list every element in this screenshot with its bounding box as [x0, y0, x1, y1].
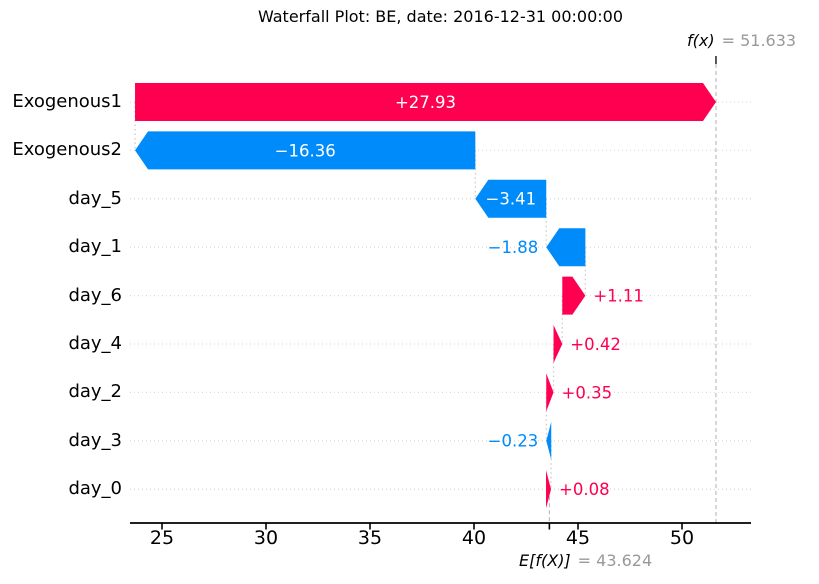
bar-value-label: −1.88 [488, 238, 539, 257]
x-tick-label: 45 [565, 527, 591, 549]
fx-value: = 51.633 [721, 31, 797, 50]
waterfall-bar-Exogenous2 [135, 131, 476, 170]
waterfall-bar-day_1 [546, 228, 586, 267]
x-tick-label: 35 [357, 527, 383, 549]
bar-value-label: −3.41 [486, 190, 537, 209]
fx-annotation: f(x) = 51.633 [687, 31, 796, 50]
x-tick-label: 30 [253, 527, 279, 549]
efx-value: = 43.624 [577, 551, 653, 570]
bar-value-label: +27.93 [395, 93, 456, 112]
waterfall-bar-day_0 [546, 470, 552, 509]
y-label-day_1: day_1 [68, 236, 122, 258]
waterfall-bar-day_4 [553, 325, 563, 363]
x-tick-label: 40 [461, 527, 487, 549]
chart-title: Waterfall Plot: BE, date: 2016-12-31 00:… [257, 7, 624, 26]
y-label-Exogenous1: Exogenous1 [12, 91, 122, 112]
bar-value-label: −0.23 [488, 432, 539, 451]
bar-value-label: +0.42 [570, 335, 621, 354]
x-tick-label: 25 [149, 527, 175, 549]
x-tick-label: 50 [669, 527, 695, 549]
waterfall-bar-Exogenous1 [135, 83, 716, 121]
y-label-day_6: day_6 [68, 284, 122, 306]
waterfall-bar-day_6 [562, 276, 586, 315]
y-label-day_4: day_4 [68, 333, 122, 354]
efx-label: E[f(X)] [519, 551, 571, 570]
waterfall-bar-day_5 [475, 179, 547, 218]
y-label-day_0: day_0 [68, 478, 122, 500]
bar-value-label: +0.35 [562, 383, 613, 402]
y-label-day_3: day_3 [68, 429, 122, 451]
waterfall-bar-day_3 [546, 421, 552, 460]
y-label-day_5: day_5 [68, 187, 122, 209]
efx-annotation: E[f(X)] = 43.624 [519, 551, 652, 570]
fx-label: f(x) [687, 31, 715, 50]
waterfall-bar-day_2 [546, 373, 554, 412]
bar-value-label: +0.08 [559, 480, 610, 499]
y-label-Exogenous2: Exogenous2 [12, 139, 122, 161]
bar-value-label: +1.11 [593, 287, 644, 306]
y-label-day_2: day_2 [68, 381, 122, 403]
bar-value-label: −16.36 [275, 141, 336, 160]
